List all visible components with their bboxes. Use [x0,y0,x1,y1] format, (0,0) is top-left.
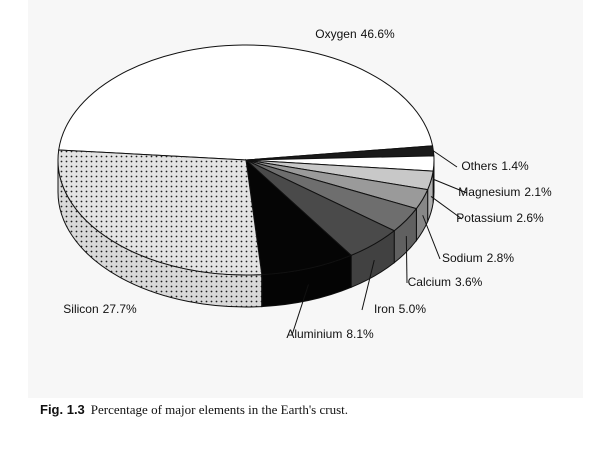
wall-shade [58,160,262,307]
wall-shade [394,208,417,263]
leader-line [361,259,375,311]
wall-shade [427,171,434,222]
figure-label: Fig. 1.3 [40,402,85,417]
slice-label: Oxygen 46.6% [315,27,395,41]
slice-label-name: Potassium [456,211,512,225]
leader-line [433,150,458,168]
slice-label-name: Silicon [63,302,98,316]
leader-line [422,215,441,260]
slice-label-value: 27.7% [103,302,137,316]
slice [58,44,434,161]
slice-label: Potassium 2.6% [456,211,544,225]
slice-texture [57,149,262,275]
slice-label-value: 2.8% [487,251,515,265]
slice-label-value: 8.1% [346,327,374,341]
slice-label-value: 2.1% [524,185,552,199]
wall-shade [351,230,395,288]
slice-label-name: Iron [374,302,395,316]
slice-label-value: 46.6% [361,27,395,41]
pie: Oxygen 46.6% Others 1.4% Magnesium 2.1% Potass… [57,27,552,341]
slice-label: Calcium 3.6% [408,275,483,289]
slice-label: Others 1.4% [461,159,529,173]
slice-label-value: 1.4% [501,159,529,173]
slice-label-value: 2.6% [516,211,544,225]
slice-label-name: Magnesium [458,185,520,199]
leader-line [433,179,468,194]
slice-label-name: Oxygen [315,27,356,41]
leader-line [291,284,309,336]
slice-label-name: Sodium [442,251,483,265]
slice-label-name: Calcium [408,275,451,289]
caption-title: Percentage of major elements in the Eart… [91,402,348,417]
slice-label: Iron 5.0% [374,302,426,316]
slice-label-value: 3.6% [455,275,483,289]
slice-label-name: Aluminium [286,327,342,341]
leader-line [430,196,463,220]
slice-label-value: 5.0% [399,302,427,316]
caption: Fig. 1.3 Percentage of major elements in … [40,402,348,417]
leader-line [405,236,408,284]
wall-shade [416,189,428,241]
slice-label-name: Others [461,159,497,173]
slice-label: Sodium 2.8% [442,251,514,265]
slice [245,158,353,276]
slice-label: Silicon 27.7% [63,302,137,316]
slice-label: Aluminium 8.1% [286,327,374,341]
slice-label: Magnesium 2.1% [458,185,552,199]
wall-shade [261,255,352,307]
